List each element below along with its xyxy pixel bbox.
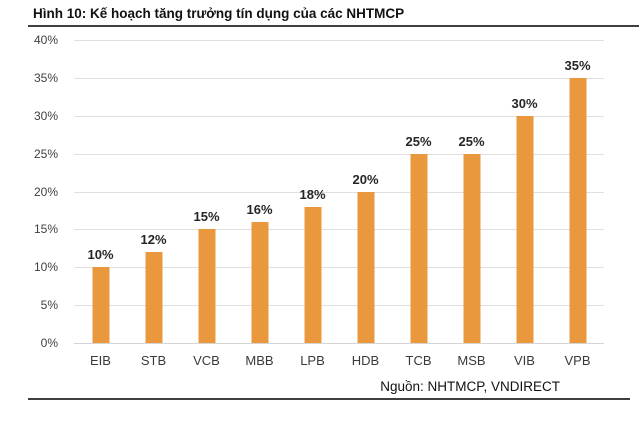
bar-column: 25% TCB <box>392 40 445 367</box>
bar <box>569 77 586 343</box>
source-note: Nguồn: NHTMCP, VNDIRECT <box>380 379 560 394</box>
x-axis-category-label: EIB <box>90 353 111 368</box>
bar-value-label: 18% <box>299 186 326 202</box>
bar-column: 15% VCB <box>180 40 233 367</box>
y-axis-tick-label: 35% <box>33 70 58 85</box>
x-axis-category-label: MBB <box>245 353 274 368</box>
gridline <box>74 153 604 155</box>
bar-value-label: 25% <box>458 133 485 149</box>
x-axis-category-label: VCB <box>193 353 220 368</box>
bar-column: 20% HDB <box>339 40 392 368</box>
gridline <box>74 40 604 41</box>
y-axis-tick-label: 15% <box>33 222 58 237</box>
bar <box>463 153 480 343</box>
bar <box>357 191 374 343</box>
bar <box>251 221 268 343</box>
bar <box>145 252 162 343</box>
gridline <box>74 77 604 79</box>
x-axis-category-label: VIB <box>514 353 535 368</box>
bar-value-label: 15% <box>193 209 220 225</box>
y-axis-tick-label: 0% <box>40 336 58 350</box>
x-axis-category-label: TCB <box>405 353 432 368</box>
bar-value-label: 12% <box>140 232 167 248</box>
bar-value-label: 16% <box>246 201 273 217</box>
bar <box>198 229 215 343</box>
bar-column: 16% MBB <box>233 40 286 367</box>
x-axis-category-label: MSB <box>457 353 486 368</box>
y-axis-tick-label: 25% <box>33 146 58 161</box>
bar-column: 18% LPB <box>286 40 339 367</box>
footer-rule <box>28 398 630 400</box>
bar <box>410 153 427 343</box>
bar-column: 35% VPB <box>551 40 604 367</box>
bar <box>92 267 109 343</box>
gridline <box>74 229 604 231</box>
plot-area: 10% EIB 12% STB 15% VCB 16% MBB 18% LPB 20% HDB 25% T… <box>74 40 604 368</box>
bar-value-label: 25% <box>405 133 432 149</box>
gridline <box>74 191 604 193</box>
x-axis-category-label: HDB <box>351 353 380 368</box>
y-axis-tick-label: 40% <box>33 33 58 47</box>
gridline <box>74 305 604 307</box>
bar-value-label: 35% <box>564 57 591 73</box>
gridline <box>74 267 604 269</box>
y-axis-tick-label: 10% <box>33 260 58 275</box>
x-axis-category-label: VPB <box>564 353 591 368</box>
title-rule <box>28 25 639 27</box>
bar <box>304 206 321 343</box>
bar <box>516 115 533 343</box>
chart-title: Hình 10: Kế hoạch tăng trưởng tín dụng c… <box>33 6 405 21</box>
bar-column: 30% VIB <box>498 40 551 367</box>
bar-column: 12% STB <box>127 40 180 367</box>
x-axis-category-label: STB <box>140 353 167 368</box>
x-axis-category-label: LPB <box>300 353 325 368</box>
bar-value-label: 30% <box>511 95 538 111</box>
gridline <box>74 115 604 117</box>
y-axis-tick-label: 5% <box>40 298 58 313</box>
bar-column: 10% EIB <box>74 40 127 367</box>
bar-column: 25% MSB <box>445 40 498 367</box>
y-axis-tick-label: 20% <box>33 184 58 199</box>
x-axis-baseline <box>74 343 604 344</box>
bar-value-label: 20% <box>352 171 379 187</box>
bar-value-label: 10% <box>87 247 114 263</box>
y-axis-tick-label: 30% <box>33 108 58 123</box>
